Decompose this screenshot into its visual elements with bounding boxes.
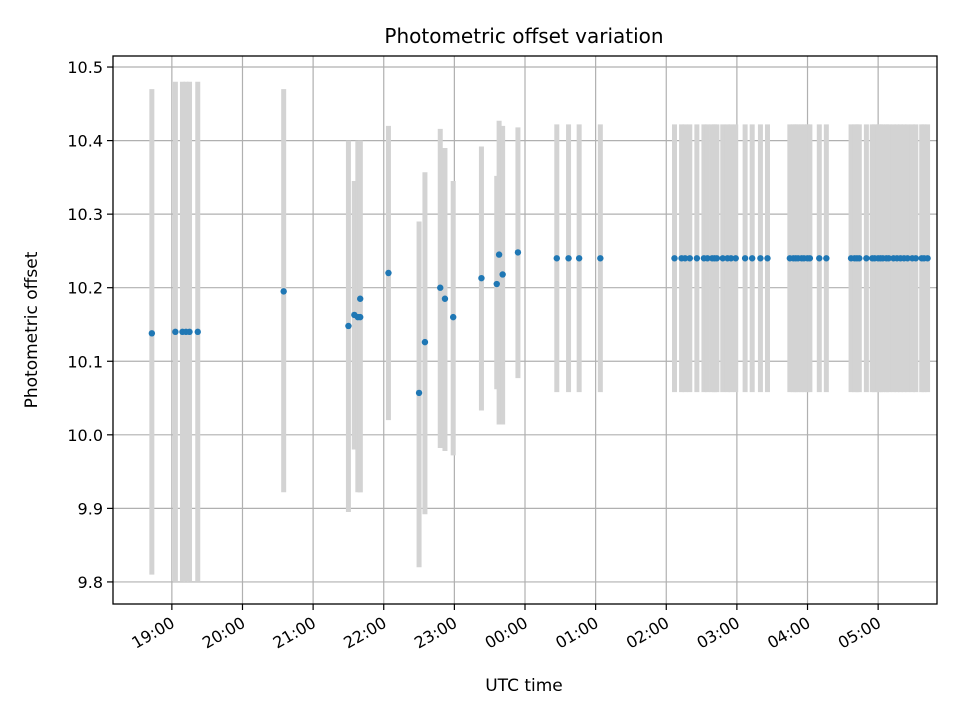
data-point <box>421 338 429 346</box>
y-tick-label: 10.0 <box>67 426 103 445</box>
y-axis: 9.8 9.9 10.0 10.1 10.2 10.3 10.4 10.5 <box>67 58 113 592</box>
y-tick-label: 10.2 <box>67 279 103 298</box>
x-tick-label: 22:00 <box>340 613 389 653</box>
data-point <box>499 271 506 278</box>
data-point <box>704 255 711 262</box>
data-point <box>493 280 500 288</box>
x-tick-label: 02:00 <box>623 613 672 653</box>
x-tick-label: 21:00 <box>270 613 319 653</box>
data-point <box>186 328 193 336</box>
data-points <box>148 249 931 397</box>
data-point <box>924 255 931 262</box>
data-point <box>732 255 739 262</box>
y-axis-label: Photometric offset <box>22 251 42 408</box>
x-tick-label: 23:00 <box>411 613 460 653</box>
x-tick-label: 03:00 <box>693 613 742 653</box>
data-point <box>514 249 522 256</box>
data-point <box>194 328 201 336</box>
data-point <box>385 269 392 277</box>
data-point <box>357 295 364 302</box>
data-point <box>719 255 726 262</box>
data-point <box>806 255 814 262</box>
x-tick-label: 19:00 <box>128 613 177 653</box>
data-point <box>764 255 771 262</box>
data-point <box>575 255 583 262</box>
data-point <box>686 255 693 262</box>
y-tick-label: 9.9 <box>78 499 103 518</box>
data-point <box>415 389 423 397</box>
x-tick-label: 01:00 <box>552 613 601 653</box>
data-point <box>693 255 701 262</box>
data-point <box>565 255 572 262</box>
data-point <box>748 255 756 262</box>
y-tick-label: 10.3 <box>67 205 103 224</box>
data-point <box>885 255 892 262</box>
y-tick-label: 10.5 <box>67 58 103 77</box>
data-point <box>681 255 689 262</box>
grid <box>113 56 937 604</box>
data-point <box>280 288 287 295</box>
x-tick-label: 20:00 <box>199 613 248 653</box>
data-point <box>172 328 179 336</box>
data-point <box>345 322 352 330</box>
data-point <box>823 255 830 262</box>
x-axis: 19:00 20:00 21:00 22:00 23:00 00:00 01:00 02:00… <box>128 604 884 653</box>
data-point <box>437 284 444 291</box>
data-point <box>597 255 604 262</box>
data-point <box>757 255 764 262</box>
data-point <box>553 255 560 262</box>
data-point <box>912 255 920 262</box>
x-axis-label: UTC time <box>485 676 563 696</box>
data-point <box>741 255 749 262</box>
y-tick-label: 9.8 <box>78 573 103 592</box>
data-point <box>495 251 503 258</box>
data-point <box>713 255 721 262</box>
data-point <box>863 255 870 262</box>
data-point <box>816 255 823 262</box>
x-tick-label: 04:00 <box>764 613 813 653</box>
chart-title: Photometric offset variation <box>384 24 663 48</box>
errorbars <box>149 81 931 582</box>
data-point <box>148 330 156 337</box>
data-point <box>449 313 457 321</box>
x-tick-label: 00:00 <box>482 613 531 653</box>
data-point <box>671 255 678 262</box>
x-tick-label: 05:00 <box>835 613 884 653</box>
data-point <box>357 313 364 321</box>
data-point <box>441 295 449 302</box>
data-point <box>727 255 735 262</box>
data-point <box>904 255 911 262</box>
data-point <box>478 274 485 282</box>
y-tick-label: 10.4 <box>67 132 103 151</box>
y-tick-label: 10.1 <box>67 352 103 371</box>
data-point <box>856 255 863 262</box>
